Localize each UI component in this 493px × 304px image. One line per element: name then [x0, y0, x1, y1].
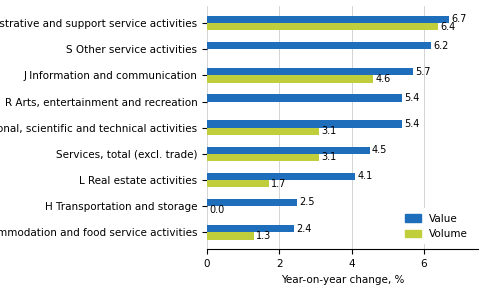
- Text: 5.4: 5.4: [404, 93, 420, 103]
- Text: 3.1: 3.1: [321, 126, 337, 136]
- Bar: [207, 68, 413, 75]
- Bar: [207, 94, 402, 102]
- Text: 5.4: 5.4: [404, 119, 420, 129]
- Bar: [207, 180, 269, 187]
- Text: 5.7: 5.7: [415, 67, 431, 77]
- Text: 6.7: 6.7: [452, 14, 467, 24]
- X-axis label: Year-on-year change, %: Year-on-year change, %: [281, 275, 404, 285]
- Text: 4.5: 4.5: [372, 145, 387, 155]
- Bar: [207, 154, 319, 161]
- Text: 3.1: 3.1: [321, 153, 337, 163]
- Bar: [207, 232, 254, 240]
- Bar: [207, 23, 438, 30]
- Legend: Value, Volume: Value, Volume: [400, 209, 473, 244]
- Bar: [207, 147, 370, 154]
- Text: 6.2: 6.2: [433, 40, 449, 50]
- Bar: [207, 128, 319, 135]
- Text: 0.0: 0.0: [209, 205, 224, 215]
- Text: 2.5: 2.5: [300, 198, 315, 207]
- Bar: [207, 199, 297, 206]
- Text: 4.6: 4.6: [376, 74, 391, 84]
- Bar: [207, 173, 355, 180]
- Bar: [207, 42, 431, 49]
- Text: 2.4: 2.4: [296, 224, 312, 233]
- Text: 1.7: 1.7: [271, 179, 286, 189]
- Text: 6.4: 6.4: [441, 22, 456, 32]
- Bar: [207, 225, 294, 232]
- Text: 1.3: 1.3: [256, 231, 272, 241]
- Bar: [207, 16, 449, 23]
- Bar: [207, 120, 402, 128]
- Bar: [207, 75, 373, 83]
- Text: 4.1: 4.1: [357, 171, 373, 181]
